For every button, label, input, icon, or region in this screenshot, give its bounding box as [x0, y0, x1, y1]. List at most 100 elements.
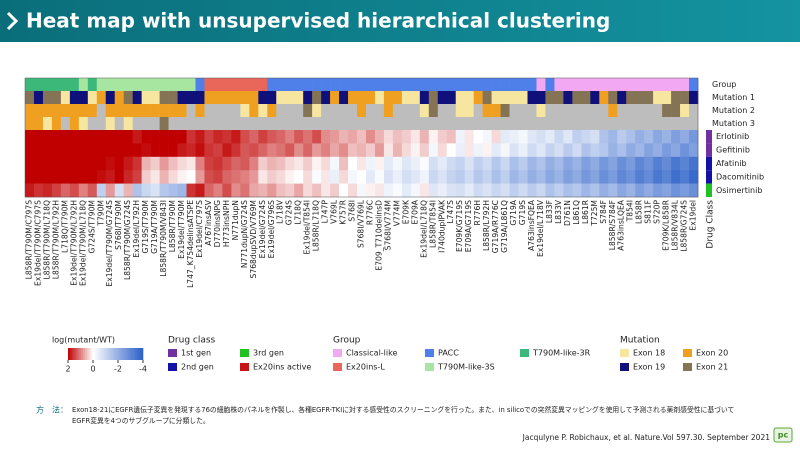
- legend-swatch: [240, 349, 249, 357]
- annotation-cell: [410, 78, 421, 91]
- annotation-cell: [25, 78, 35, 91]
- colorbar-segment: [103, 348, 106, 360]
- heatmap-cell: [105, 156, 116, 171]
- heatmap-cell: [437, 143, 448, 158]
- column-label: L858R/T790M/L718Q: [42, 200, 51, 280]
- column-label: E709A: [410, 199, 419, 224]
- heatmap-cell: [249, 143, 259, 158]
- annotation-cell: [42, 91, 53, 104]
- annotation-cell: [204, 78, 214, 91]
- annotation-cell: [240, 91, 250, 104]
- heatmap-cell: [608, 143, 618, 158]
- annotation-cell: [177, 117, 187, 130]
- heatmap-cell: [114, 143, 125, 158]
- annotation-cell: [662, 91, 672, 104]
- annotation-cell: [536, 91, 546, 104]
- heatmap-cell: [680, 143, 690, 158]
- annotation-cell: [563, 91, 573, 104]
- annotation-cell: [213, 117, 223, 130]
- annotation-cell: [491, 91, 501, 104]
- heatmap-cell: [491, 143, 501, 158]
- heatmap-cell: [294, 130, 304, 144]
- legend-label: T790M-like-3S: [437, 363, 495, 372]
- column-label: L858R/T790M/L792H: [51, 200, 60, 279]
- column-label: Ex19del/C797S: [195, 200, 204, 258]
- column-label: G719S: [518, 200, 527, 225]
- heatmap-cell: [222, 130, 232, 144]
- heatmap-cell: [581, 183, 591, 198]
- annotation-cell: [204, 91, 214, 104]
- column-label: K757R: [339, 199, 348, 224]
- annotation-cell: [177, 78, 187, 91]
- annotation-cell: [671, 117, 681, 130]
- colorbar-segment: [129, 348, 133, 360]
- annotation-cell: [671, 91, 681, 104]
- annotation-cell: [680, 78, 690, 91]
- colorbar-segment: [131, 348, 134, 360]
- heatmap-cell: [536, 170, 546, 184]
- annotation-cell: [303, 78, 313, 91]
- heatmap-cell: [159, 156, 169, 171]
- annotation-cell: [96, 91, 107, 104]
- column-label: L718Q/T790M: [60, 200, 69, 253]
- heatmap-cell: [195, 183, 205, 198]
- annotation-cell: [222, 78, 232, 91]
- colorbar-tick-label: 0: [90, 365, 95, 374]
- heatmap-cell: [348, 130, 358, 144]
- annotation-cell: [437, 117, 448, 130]
- heatmap-cell: [590, 130, 600, 144]
- heatmap-cell: [141, 143, 151, 158]
- heatmap-cell: [213, 156, 223, 171]
- heatmap-cell: [25, 143, 35, 158]
- annotation-cell: [644, 78, 654, 91]
- column-label: D761N: [563, 200, 572, 226]
- annotation-cell: [509, 78, 519, 91]
- annotation-cell: [231, 91, 241, 104]
- annotation-cell: [617, 78, 627, 91]
- heatmap-cell: [392, 156, 403, 171]
- heatmap-cell: [554, 130, 564, 144]
- annotation-cell: [25, 117, 35, 130]
- heatmap-cell: [42, 143, 53, 158]
- annotation-cell: [141, 117, 151, 130]
- annotation-cell: [473, 104, 483, 117]
- heatmap-cell: [321, 170, 331, 184]
- column-label: E709A/G719S: [464, 200, 473, 252]
- colorbar-segment: [109, 348, 112, 360]
- annotation-cell: [491, 78, 501, 91]
- annotation-cell: [330, 117, 340, 130]
- annotation-cell: [303, 91, 313, 104]
- heatmap-cell: [572, 170, 582, 184]
- annotation-cell: [599, 104, 609, 117]
- annotation-cell: [321, 117, 331, 130]
- heatmap-cell: [365, 143, 376, 158]
- heatmap-cell: [410, 143, 421, 158]
- heatmap-cell: [258, 170, 268, 184]
- heatmap-cell: [446, 156, 457, 171]
- heatmap-cell: [204, 130, 214, 144]
- heatmap-cell: [635, 143, 645, 158]
- annotation-cell: [132, 117, 142, 130]
- colorbar-segment: [113, 348, 116, 360]
- heatmap-cell: [653, 130, 663, 144]
- annotation-cell: [240, 104, 250, 117]
- heatmap-cell: [123, 183, 133, 198]
- heatmap-cell: [303, 183, 313, 198]
- heatmap-cell: [572, 130, 582, 144]
- heatmap-cell: [339, 143, 349, 158]
- annotation-cell: [105, 78, 116, 91]
- colorbar-segment: [107, 348, 110, 360]
- annotation-cell: [168, 117, 178, 130]
- heatmap-cell: [410, 130, 421, 144]
- heatmap-cell: [527, 130, 537, 144]
- annotation-cell: [401, 91, 412, 104]
- heatmap-cell: [51, 156, 62, 171]
- heatmap-cell: [69, 130, 80, 144]
- annotation-cell: [276, 78, 286, 91]
- heatmap-cell: [150, 143, 160, 158]
- heatmap-cell: [168, 170, 178, 184]
- annotation-cell: [662, 117, 672, 130]
- heatmap-cell: [267, 130, 277, 144]
- drug-label: Osimertinib: [716, 186, 762, 195]
- drug-class-swatch: [706, 130, 712, 144]
